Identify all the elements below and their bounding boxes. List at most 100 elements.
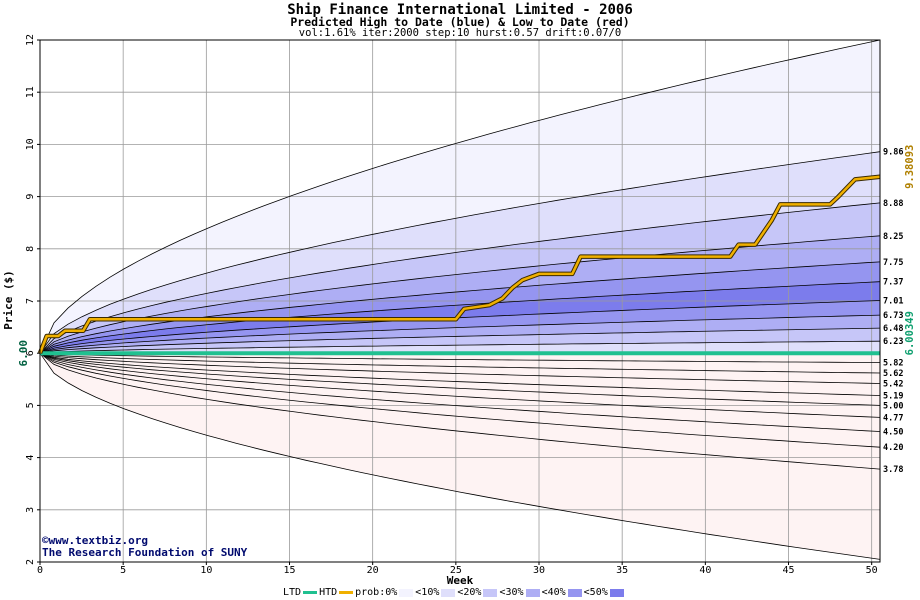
boundary-30 — [39, 352, 881, 432]
legend-prob-0: prob:0% — [355, 587, 415, 598]
boundary-50 — [39, 281, 881, 354]
y-tick-label: 3 — [25, 507, 36, 513]
end-value-label: 8.25 — [883, 232, 903, 242]
x-tick-label: 15 — [283, 565, 295, 576]
legend-item-label: <20% — [457, 587, 482, 598]
probability-bands — [40, 40, 880, 560]
legend-prob-label: prob:0% — [355, 587, 398, 598]
legend-prob-10: <10% — [415, 587, 457, 598]
y-tick-label: 9 — [25, 194, 36, 200]
legend-htd: HTD — [319, 587, 355, 598]
boundary-0 — [39, 39, 881, 354]
boundary-60 — [39, 352, 881, 396]
credit-organization: The Research Foundation of SUNY — [42, 546, 248, 559]
legend-prob-30: <30% — [499, 587, 541, 598]
legend-item-label: <50% — [583, 587, 608, 598]
htd-final-label: 9.38093 — [904, 145, 916, 189]
legend-item-label: <10% — [415, 587, 440, 598]
legend-swatch-10 — [441, 588, 456, 597]
y-tick-label: 11 — [25, 86, 36, 98]
legend-swatch-20 — [483, 588, 498, 597]
band-boundaries — [39, 39, 881, 560]
legend-htd-swatch — [339, 591, 354, 594]
x-tick-label: 0 — [37, 565, 43, 576]
series-lines — [37, 174, 881, 356]
legend-item-label: <40% — [541, 587, 566, 598]
legend-ltd-swatch — [303, 591, 318, 594]
end-value-label: 9.86 — [883, 148, 903, 158]
chart-subtitle: Predicted High to Date (blue) & Low to D… — [290, 15, 630, 29]
y-axis-label: Price ($) — [2, 270, 15, 330]
end-value-label: 3.78 — [883, 465, 903, 475]
boundary-20 — [39, 202, 881, 354]
boundary-80 — [39, 352, 881, 374]
end-value-label: 4.77 — [883, 413, 903, 423]
low-band-0 — [40, 353, 880, 560]
boundary-60 — [39, 300, 881, 354]
credit-website: ©www.textbiz.org — [42, 534, 148, 547]
boundary-10 — [39, 352, 881, 470]
legend-swatch-40 — [567, 588, 582, 597]
y-tick-label: 12 — [25, 34, 36, 46]
end-value-label: 6.23 — [883, 337, 903, 347]
boundary-20 — [39, 352, 881, 448]
x-tick-label: 5 — [120, 565, 126, 576]
boundary-10 — [39, 151, 881, 354]
chart-title: Ship Finance International Limited - 200… — [287, 2, 633, 18]
boundary-90 — [39, 352, 881, 363]
legend-prob-40: <40% — [542, 587, 584, 598]
end-value-label: 7.01 — [883, 296, 903, 306]
end-value-label: 8.88 — [883, 199, 903, 209]
legend-ltd: LTD — [283, 587, 319, 598]
end-value-label: 5.62 — [883, 369, 903, 379]
x-tick-label: 10 — [200, 565, 212, 576]
x-axis-label: Week — [447, 574, 474, 587]
boundary-70 — [39, 352, 881, 384]
htd-line — [38, 175, 881, 354]
start-price-label: 6.00 — [17, 340, 30, 367]
end-value-label: 6.73 — [883, 311, 903, 321]
end-value-label: 5.42 — [883, 379, 903, 389]
legend-prob-20: <20% — [457, 587, 499, 598]
y-tick-label: 8 — [25, 246, 36, 252]
y-tick-label: 10 — [25, 138, 36, 150]
end-value-label: 6.48 — [883, 324, 903, 334]
end-value-label: 7.37 — [883, 278, 903, 288]
boundary-0 — [39, 352, 881, 560]
x-tick-label: 45 — [782, 565, 794, 576]
boundary-70 — [39, 314, 881, 354]
end-value-label: 4.50 — [883, 428, 903, 438]
x-tick-label: 30 — [533, 565, 545, 576]
boundary-40 — [39, 352, 881, 418]
boundary-30 — [39, 235, 881, 354]
x-tick-label: 40 — [699, 565, 711, 576]
legend-swatch-30 — [525, 588, 540, 597]
y-tick-label: 4 — [25, 455, 36, 461]
x-tick-label: 35 — [616, 565, 628, 576]
chart-params: vol:1.61% iter:2000 step:10 hurst:0.57 d… — [298, 27, 622, 39]
end-value-label: 5.82 — [883, 359, 903, 369]
y-tick-label: 7 — [25, 298, 36, 304]
y-tick-label: 6 — [25, 350, 36, 356]
x-tick-label: 50 — [866, 565, 878, 576]
ltd-final-label: 6.00349 — [904, 311, 916, 355]
end-value-label: 7.75 — [883, 258, 903, 268]
legend-prob-50: <50% — [584, 587, 626, 598]
boundary-80 — [39, 327, 881, 354]
legend: LTD HTD prob:0% <10% <20% <30% <40% <50% — [283, 587, 626, 598]
legend-item-label: <30% — [499, 587, 524, 598]
boundary-90 — [39, 340, 881, 354]
axes — [37, 39, 881, 565]
x-tick-label: 25 — [450, 565, 462, 576]
end-value-label: 4.20 — [883, 443, 903, 453]
y-tick-label: 2 — [25, 559, 36, 565]
high-band-90 — [40, 341, 880, 354]
legend-htd-label: HTD — [319, 587, 338, 598]
end-value-label: 5.00 — [883, 401, 903, 411]
boundary-50 — [39, 352, 881, 406]
legend-swatch-0 — [399, 588, 414, 597]
y-tick-label: 5 — [25, 402, 36, 408]
end-value-label: 5.19 — [883, 391, 903, 401]
x-tick-label: 20 — [367, 565, 379, 576]
